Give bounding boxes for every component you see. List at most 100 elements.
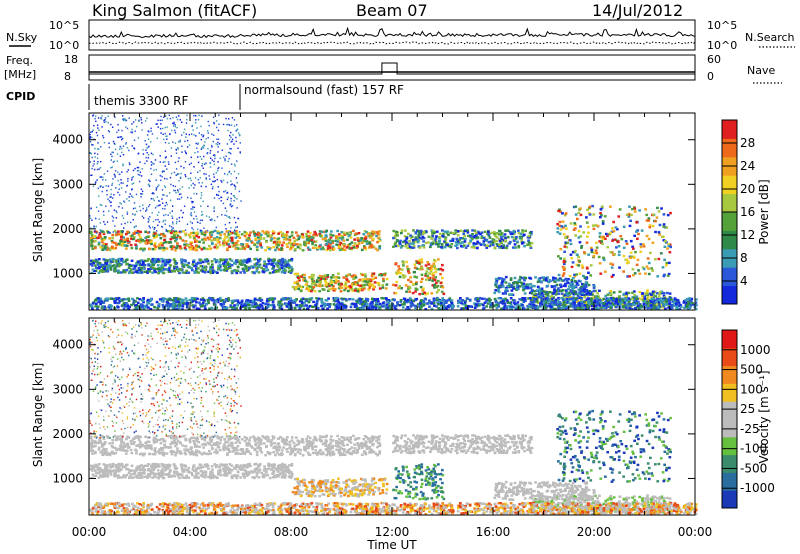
range-cell [218, 265, 222, 268]
range-cell [223, 190, 225, 193]
range-cell [284, 263, 287, 267]
range-cell [563, 294, 567, 297]
range-cell [536, 285, 540, 288]
range-cell [236, 299, 240, 302]
range-cell [300, 298, 303, 301]
range-cell [206, 229, 209, 232]
range-cell [509, 240, 512, 244]
range-cell [237, 173, 240, 175]
range-cell [513, 301, 516, 304]
range-cell [670, 305, 673, 308]
range-cell [117, 306, 120, 309]
range-cell [234, 247, 238, 250]
range-cell [354, 302, 358, 306]
range-cell [374, 276, 378, 279]
range-cell [311, 288, 314, 291]
range-cell [521, 241, 524, 244]
range-cell [230, 231, 234, 235]
range-cell [447, 298, 451, 302]
range-cell [162, 127, 164, 130]
range-cell [376, 236, 380, 240]
range-cell [165, 228, 167, 231]
range-cell [148, 270, 152, 273]
range-cell [164, 186, 167, 189]
range-cell [215, 120, 218, 122]
range-cell [91, 167, 93, 170]
range-cell [433, 283, 436, 287]
range-cell [414, 306, 417, 310]
range-cell [117, 123, 119, 126]
range-cell [264, 265, 268, 268]
range-cell [321, 238, 325, 241]
range-cell [469, 235, 473, 238]
range-cell [564, 277, 568, 281]
range-cell [331, 234, 335, 237]
range-cell [629, 256, 632, 260]
range-cell [207, 301, 210, 305]
range-cell [622, 306, 625, 309]
range-cell [338, 285, 342, 288]
range-cell [369, 244, 372, 247]
range-cell [636, 304, 640, 308]
range-cell [435, 235, 438, 238]
range-cell [594, 224, 598, 227]
range-cell [502, 244, 505, 247]
range-cell [427, 301, 431, 305]
range-cell [512, 285, 515, 289]
range-cell [236, 182, 238, 184]
range-cell [343, 233, 346, 236]
range-cell [661, 235, 664, 238]
range-cell [480, 231, 484, 234]
range-cell [337, 245, 341, 248]
range-cell [433, 278, 437, 282]
range-cell [195, 301, 198, 304]
range-cell [153, 244, 156, 247]
range-cell [215, 143, 217, 145]
range-cell [272, 266, 275, 269]
range-cell [370, 274, 374, 278]
range-cell [267, 246, 270, 249]
range-cell [559, 247, 563, 251]
range-cell [202, 247, 206, 250]
range-cell [331, 245, 335, 248]
range-cell [582, 300, 586, 304]
range-cell [367, 288, 370, 291]
range-cell [615, 305, 618, 309]
range-cell [254, 238, 257, 242]
range-cell [219, 263, 222, 267]
range-cell [256, 306, 259, 309]
range-cell [306, 230, 310, 233]
range-cell [123, 305, 127, 308]
range-cell [243, 234, 247, 238]
range-cell [587, 253, 590, 256]
range-cell [194, 177, 197, 179]
range-cell [222, 264, 226, 268]
range-cell [640, 229, 644, 232]
range-cell [159, 161, 161, 163]
range-cell [577, 264, 580, 267]
range-cell [501, 298, 505, 301]
range-cell [566, 306, 569, 309]
range-cell [106, 189, 108, 192]
range-cell [289, 241, 292, 244]
range-cell [422, 230, 426, 233]
range-cell [94, 264, 97, 267]
range-cell [194, 152, 196, 154]
range-cell [574, 292, 577, 295]
range-cell [233, 307, 236, 310]
range-cell [497, 284, 501, 288]
range-cell [378, 306, 382, 309]
range-cell [90, 305, 94, 308]
range-cell [158, 204, 160, 207]
range-cell [151, 266, 155, 270]
range-cell [326, 240, 330, 243]
range-cell [422, 240, 425, 243]
range-cell [421, 289, 425, 292]
range-cell [545, 291, 549, 294]
range-cell [320, 301, 324, 304]
range-cell [182, 265, 186, 268]
range-cell [325, 248, 329, 252]
range-cell [564, 241, 568, 244]
range-cell [127, 299, 131, 302]
range-cell [307, 235, 311, 238]
